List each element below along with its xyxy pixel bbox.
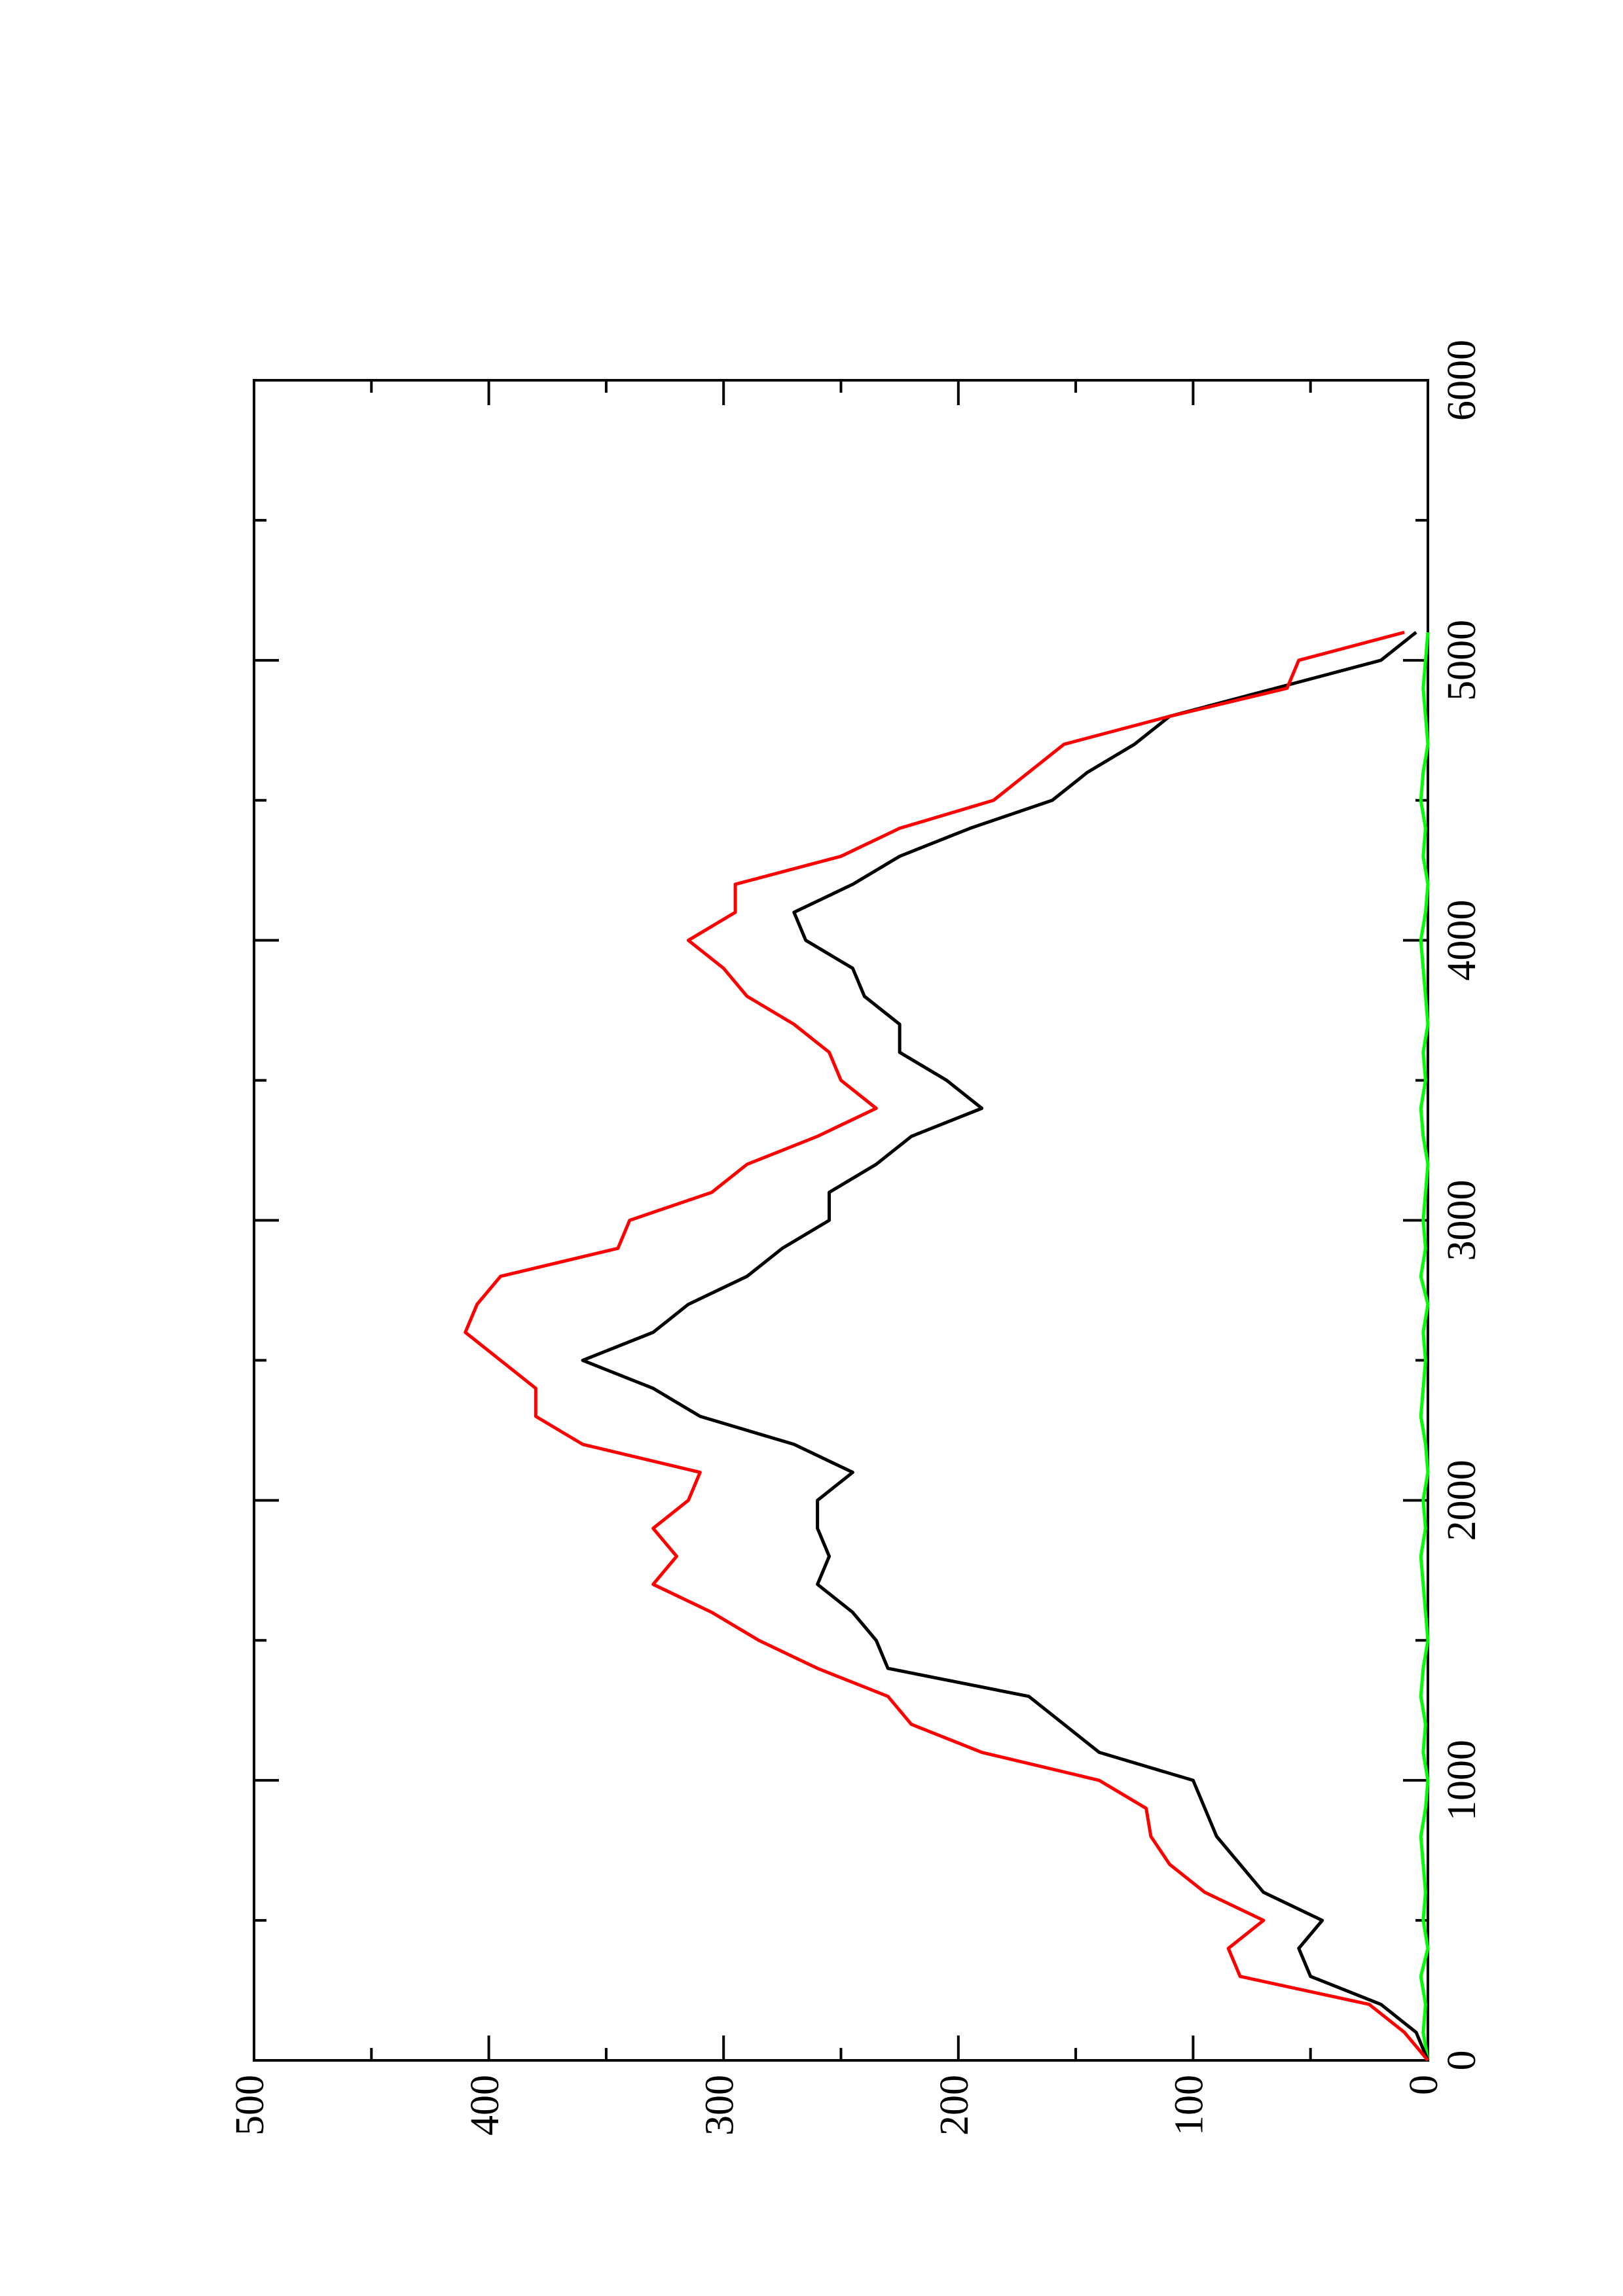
y-tick-label: 0 [1402, 2075, 1446, 2095]
y-tick-label: 400 [463, 2075, 507, 2136]
y-tick-label: 300 [697, 2075, 742, 2136]
series-line [581, 631, 1430, 2061]
y-tick-label: 500 [228, 2075, 272, 2136]
y-tick-label: 200 [932, 2075, 977, 2136]
x-tick-label: 3000 [1440, 1180, 1484, 1261]
y-tick-label: 100 [1167, 2075, 1212, 2136]
series-line [1419, 632, 1430, 2061]
series-line [464, 630, 1429, 2062]
rotated-plot: 0 1000 2000 3000 4000 5000 6000 0 100 200 300 400 50… [228, 340, 1484, 2136]
x-tick-label: 4000 [1440, 900, 1484, 981]
x-tick-label: 5000 [1440, 620, 1484, 701]
x-tick-label: 6000 [1440, 340, 1484, 421]
x-tick-label: 1000 [1440, 1740, 1484, 1821]
x-tick-label: 0 [1440, 2051, 1484, 2071]
x-tick-label: 2000 [1440, 1460, 1484, 1541]
